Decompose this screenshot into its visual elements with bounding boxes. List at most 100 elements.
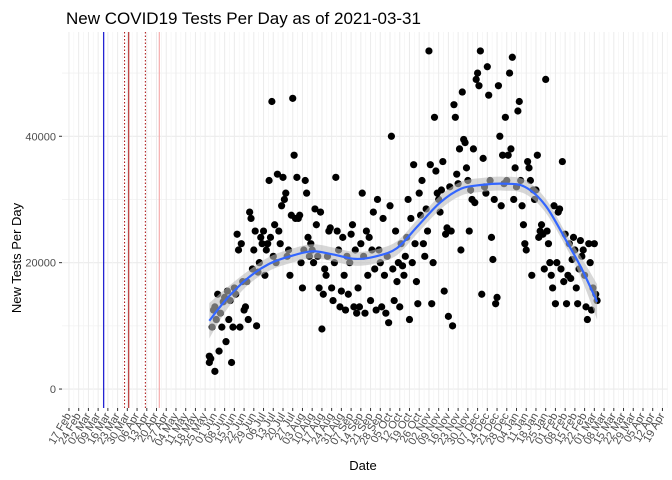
data-point (339, 233, 347, 241)
data-point (273, 170, 282, 178)
data-point (418, 176, 426, 185)
data-point (304, 233, 312, 241)
data-point (550, 202, 558, 210)
data-point (432, 167, 440, 175)
data-point (507, 145, 515, 153)
data-point (252, 322, 261, 330)
data-point (487, 233, 496, 241)
data-point (366, 296, 375, 305)
data-point (483, 63, 491, 71)
chart-title: New COVID19 Tests Per Day as of 2021-03-… (66, 9, 421, 28)
data-point (280, 195, 288, 204)
y-tick-label: 20000 (25, 258, 56, 270)
data-point (400, 271, 408, 279)
data-point (574, 300, 582, 308)
data-point (396, 303, 404, 311)
data-point (271, 221, 279, 229)
data-point (407, 214, 415, 223)
data-point (583, 315, 591, 324)
data-point (501, 113, 509, 121)
data-point (362, 227, 370, 235)
data-point (475, 82, 483, 90)
data-point (350, 303, 358, 311)
data-point (318, 325, 326, 333)
data-point (229, 323, 237, 331)
data-point (524, 157, 532, 166)
data-point (479, 154, 487, 162)
panel-background (62, 32, 668, 408)
data-point (282, 189, 290, 197)
data-point (246, 208, 254, 216)
data-point (472, 75, 480, 83)
y-tick-label: 40000 (25, 131, 56, 143)
data-point (365, 233, 373, 241)
data-point (425, 47, 433, 55)
data-point (290, 151, 298, 159)
data-point (511, 164, 519, 172)
data-point (510, 195, 518, 204)
data-point (264, 240, 272, 248)
data-point (355, 303, 364, 311)
data-point (553, 259, 561, 267)
data-point (225, 315, 233, 324)
data-point (311, 205, 319, 213)
data-point (585, 240, 593, 248)
data-point (469, 145, 478, 153)
data-point (233, 230, 241, 238)
data-point (386, 202, 394, 210)
data-point (572, 284, 580, 292)
data-point (560, 278, 568, 286)
data-point (521, 240, 529, 248)
data-point (257, 233, 265, 241)
data-point (544, 240, 553, 248)
data-point (519, 221, 528, 229)
data-point (542, 75, 550, 83)
data-point (490, 195, 498, 204)
data-point (514, 107, 522, 115)
data-point (518, 202, 526, 210)
data-point (276, 240, 284, 248)
data-point (293, 173, 301, 181)
data-point (458, 88, 466, 96)
data-point (528, 271, 536, 279)
data-point (321, 265, 329, 273)
data-point (421, 252, 429, 260)
data-point (241, 303, 250, 311)
data-point (279, 173, 287, 181)
data-point (471, 199, 479, 207)
data-point (347, 230, 355, 238)
data-point (371, 265, 379, 273)
data-point (379, 214, 387, 223)
data-point (423, 227, 432, 235)
data-point (579, 246, 587, 254)
data-point (401, 252, 409, 260)
data-point (278, 202, 286, 210)
data-point (428, 300, 436, 308)
smooth-line (208, 182, 599, 322)
data-point (262, 246, 270, 254)
data-point (478, 290, 486, 298)
data-point (348, 221, 357, 229)
data-point (289, 94, 297, 102)
data-point (389, 265, 397, 273)
data-point (222, 338, 230, 346)
data-point (576, 236, 585, 245)
data-point (391, 227, 400, 235)
data-point (298, 284, 307, 292)
data-point (473, 69, 482, 77)
data-point (504, 151, 512, 159)
data-point (259, 227, 268, 235)
data-point (493, 293, 501, 302)
data-point (247, 214, 255, 223)
data-point (344, 290, 352, 298)
data-point (358, 189, 366, 197)
data-point (322, 271, 330, 279)
data-point (567, 274, 575, 283)
data-point (329, 296, 337, 305)
data-point (236, 323, 244, 331)
data-point (451, 113, 459, 121)
data-point (462, 164, 471, 172)
data-point (543, 227, 551, 235)
